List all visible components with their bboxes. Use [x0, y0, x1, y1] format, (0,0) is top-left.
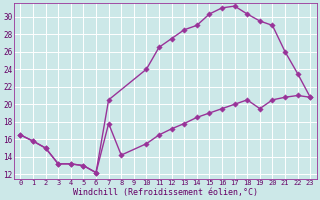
X-axis label: Windchill (Refroidissement éolien,°C): Windchill (Refroidissement éolien,°C): [73, 188, 258, 197]
